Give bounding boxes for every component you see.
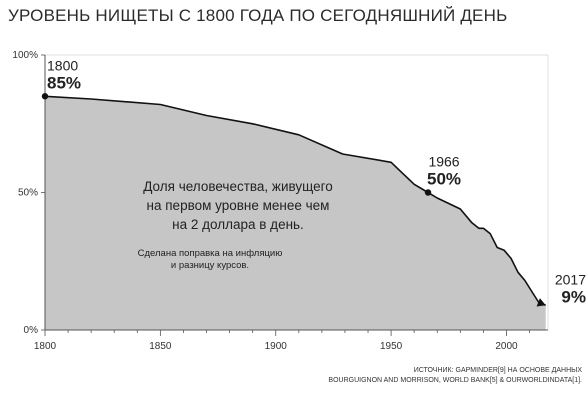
y-tick-label: 0% (24, 325, 39, 336)
annotation-year: 1800 (47, 57, 78, 73)
x-tick-label: 2000 (495, 341, 518, 352)
source-line-1: ИСТОЧНИК: GAPMINDER[9] НА ОСНОВЕ ДАННЫХ (413, 367, 582, 374)
source-line-2: BOURGUIGNON AND MORRISON, WORLD BANK[5] … (328, 377, 582, 384)
center-text-line: Доля человечества, живущего (143, 179, 332, 194)
chart-title: УРОВЕНЬ НИЩЕТЫ С 1800 ГОДА ПО СЕГОДНЯШНИ… (8, 6, 508, 25)
x-tick-label: 1850 (149, 341, 172, 352)
poverty-area (45, 96, 546, 330)
center-text: Доля человечества, живущего на первом ур… (138, 179, 333, 271)
axes: 1800 1850 1900 1950 2000 0% 50% 100% (12, 50, 548, 352)
annotation-value: 50% (427, 170, 461, 189)
y-tick-label: 100% (12, 50, 38, 61)
x-tick-label: 1900 (265, 341, 288, 352)
center-note-line: и разницу курсов. (171, 260, 249, 271)
annotation-value: 9% (561, 287, 586, 306)
center-note-line: Сделана поправка на инфляцию (138, 248, 283, 259)
poverty-line (44, 95, 547, 307)
x-tick-label: 1800 (34, 341, 57, 352)
y-tick-label: 50% (18, 188, 38, 199)
area-layer (44, 54, 549, 331)
center-text-line: на первом уровне менее чем (147, 198, 330, 213)
center-text-line: на 2 доллара в день. (172, 217, 304, 232)
annotation-value: 85% (47, 73, 81, 92)
annotation-year: 1966 (428, 154, 459, 170)
source-note: ИСТОЧНИК: GAPMINDER[9] НА ОСНОВЕ ДАННЫХ … (328, 366, 582, 386)
arrow-head (536, 298, 546, 307)
annotation-year: 2017 (555, 271, 586, 287)
x-tick-label: 1950 (380, 341, 403, 352)
marker-1800 (41, 93, 49, 100)
marker-1966 (424, 189, 432, 196)
